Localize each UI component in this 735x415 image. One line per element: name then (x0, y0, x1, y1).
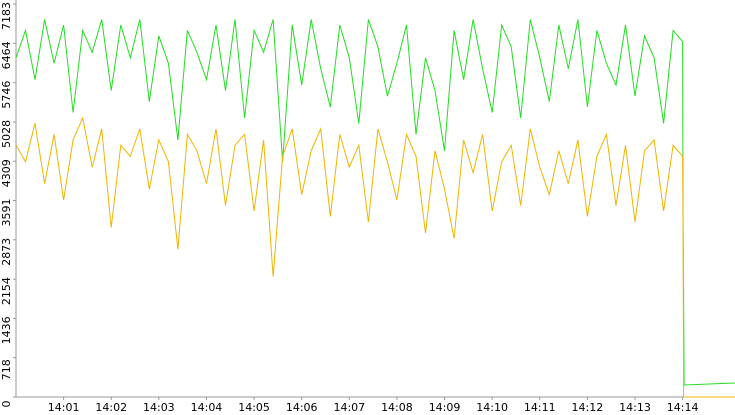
x-tick-label: 14:02 (95, 401, 127, 414)
y-tick-label: 4309 (0, 159, 13, 187)
x-tick-label: 14:07 (333, 401, 365, 414)
y-tick-label: 3591 (0, 199, 13, 227)
x-tick-label: 14:06 (286, 401, 318, 414)
y-tick-label: 2154 (0, 277, 13, 305)
x-tick-label: 14:12 (572, 401, 604, 414)
x-tick-label: 14:09 (429, 401, 461, 414)
x-tick-label: 14:04 (191, 401, 223, 414)
x-tick-label: 14:05 (238, 401, 270, 414)
y-tick-label: 1436 (0, 316, 13, 344)
x-tick-label: 14:13 (619, 401, 651, 414)
series-line (15, 116, 735, 398)
y-tick-label: 5028 (0, 120, 13, 148)
y-tick-label: 6464 (0, 41, 13, 69)
x-tick-label: 14:01 (48, 401, 80, 414)
y-tick-label: 0 (0, 401, 13, 408)
x-tick-label: 14:03 (143, 401, 175, 414)
y-tick-label: 718 (0, 359, 13, 380)
y-tick-label: 7183 (0, 2, 13, 30)
y-tick-label: 5746 (0, 81, 13, 109)
x-tick-label: 14:14 (667, 401, 699, 414)
series-line (15, 19, 735, 386)
y-tick-label: 2873 (0, 238, 13, 266)
x-tick-label: 14:10 (476, 401, 508, 414)
x-tick-label: 14:11 (524, 401, 556, 414)
x-tick-label: 14:08 (381, 401, 413, 414)
